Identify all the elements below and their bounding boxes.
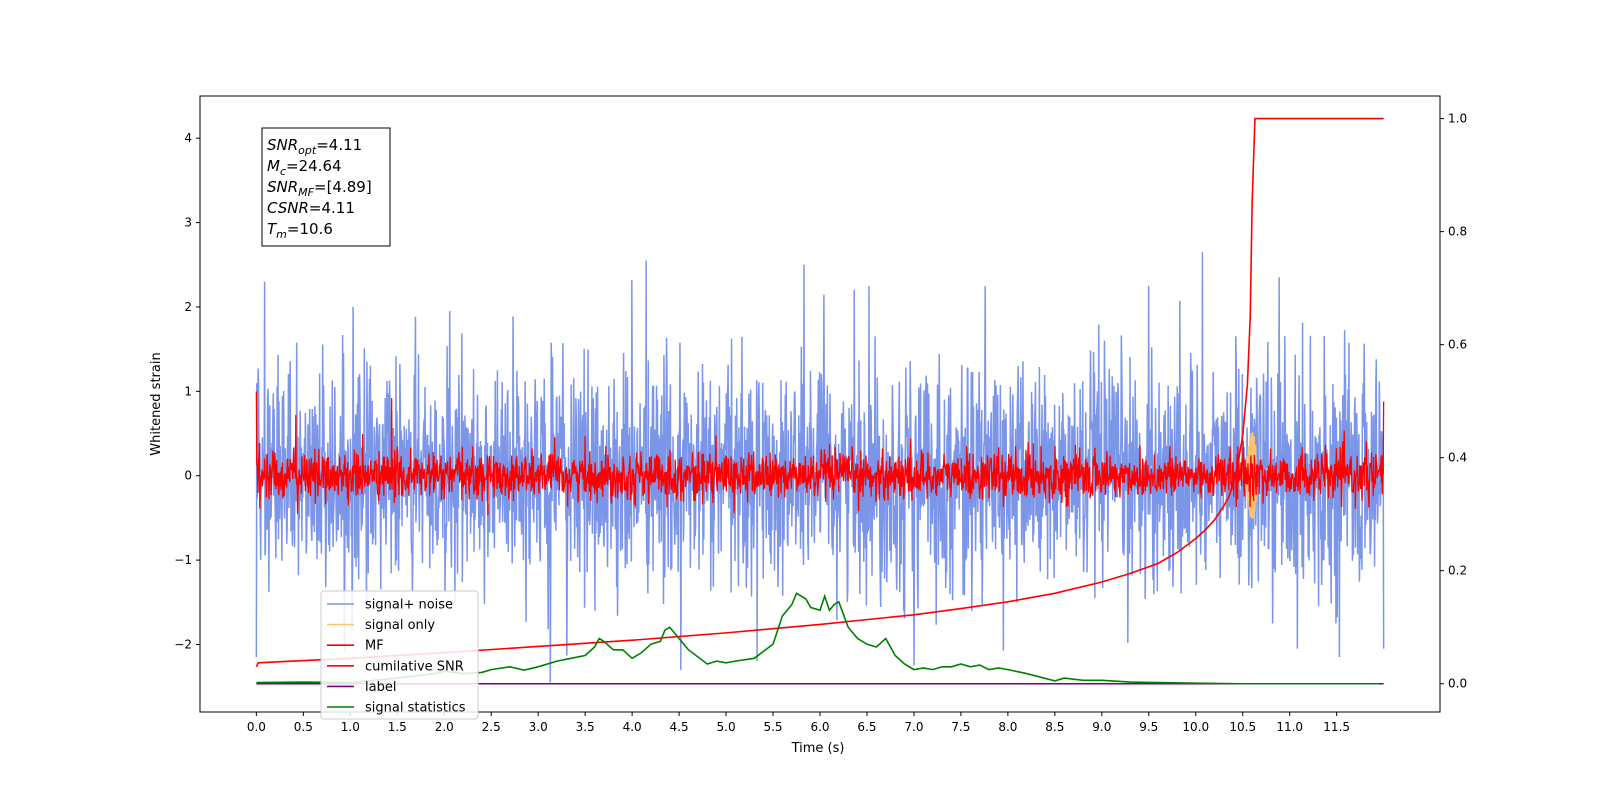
legend-label: label <box>365 680 396 695</box>
series-layer <box>255 117 1385 685</box>
x-tick-label: 4.0 <box>623 720 642 734</box>
annotation-value: =10.6 <box>287 220 333 238</box>
x-tick-label: 8.5 <box>1045 720 1064 734</box>
y-tick-label: −2 <box>174 637 192 651</box>
x-tick-label: 8.0 <box>998 720 1017 734</box>
x-axis-label: Time (s) <box>791 741 845 756</box>
annotation-name: SNR <box>267 178 298 196</box>
x-axis: 0.0 0.5 1.0 1.5 2.0 2.5 3.0 3.5 4.0 4.5 5.0 5.5 6.0 6… <box>247 712 1350 734</box>
x-tick-label: 3.5 <box>576 720 595 734</box>
x-tick-label: 9.5 <box>1139 720 1158 734</box>
legend-label: signal+ noise <box>365 598 453 613</box>
annotation-subscript: MF <box>298 186 314 199</box>
x-tick-label: 3.0 <box>529 720 548 734</box>
x-tick-label: 11.0 <box>1276 720 1303 734</box>
x-tick-label: 7.0 <box>904 720 923 734</box>
annotation-value: =4.11 <box>309 199 355 217</box>
annotation-value: =4.11 <box>316 136 362 154</box>
annotation-line: Mc=24.64 <box>267 157 342 178</box>
y-axis-label: Whitened strain <box>149 352 164 455</box>
annotation-name: T <box>267 220 278 238</box>
annotation-frame <box>261 127 391 247</box>
x-tick-label: 1.5 <box>388 720 407 734</box>
y-tick-label: 3 <box>184 216 192 230</box>
legend-label: signal only <box>365 618 435 633</box>
annotation-line: Tm=10.6 <box>267 220 333 241</box>
y-tick-label: 1 <box>184 384 192 398</box>
x-tick-label: 9.0 <box>1092 720 1111 734</box>
x-tick-label: 0.5 <box>294 720 313 734</box>
y-axis-left: −2 −1 0 1 2 3 4 <box>174 131 200 651</box>
x-tick-label: 6.0 <box>810 720 829 734</box>
annotation-value: =24.64 <box>286 157 342 175</box>
x-tick-label: 4.5 <box>670 720 689 734</box>
y-tick-label: 2 <box>184 300 192 314</box>
series-line-2 <box>255 391 1385 516</box>
y2-tick-label: 0.2 <box>1448 564 1467 578</box>
series-line-0 <box>255 252 1385 683</box>
annotation-subscript: m <box>276 228 287 241</box>
y2-tick-label: 0.4 <box>1448 451 1467 465</box>
annotation-name: M <box>267 157 280 175</box>
x-tick-label: 0.0 <box>247 720 266 734</box>
annotation-box: SNRopt=4.11Mc=24.64SNRMF=[4.89]CSNR=4.11… <box>261 127 391 247</box>
y-tick-label: 4 <box>184 131 192 145</box>
x-tick-label: 6.5 <box>857 720 876 734</box>
x-tick-label: 10.0 <box>1182 720 1209 734</box>
annotation-line: SNRopt=4.11 <box>267 136 362 157</box>
annotation-value: =[4.89] <box>314 178 372 196</box>
legend-frame <box>320 590 479 720</box>
y2-tick-label: 0.8 <box>1448 225 1467 239</box>
x-tick-label: 10.5 <box>1229 720 1256 734</box>
annotation-name: SNR <box>267 136 298 154</box>
x-tick-label: 2.5 <box>482 720 501 734</box>
legend-label: signal statistics <box>365 701 466 716</box>
x-tick-label: 5.5 <box>763 720 782 734</box>
y2-tick-label: 1.0 <box>1448 112 1467 126</box>
legend-label: MF <box>365 639 384 654</box>
annotation-subscript: c <box>280 165 286 178</box>
y-axis-right: 0.0 0.2 0.4 0.6 0.8 1.0 <box>1440 112 1467 691</box>
series-line-5 <box>256 592 1379 685</box>
legend-label: cumilative SNR <box>365 659 464 674</box>
y2-tick-label: 0.6 <box>1448 338 1467 352</box>
y-tick-label: −1 <box>174 553 192 567</box>
series-line-3 <box>255 117 1384 668</box>
legend: signal+ noise signal only MF cumilative SNR… <box>320 590 479 720</box>
y-tick-label: 0 <box>184 469 192 483</box>
x-tick-label: 7.5 <box>951 720 970 734</box>
annotation-subscript: opt <box>298 144 317 157</box>
x-tick-label: 11.5 <box>1323 720 1350 734</box>
annotation-line: SNRMF=[4.89] <box>267 178 372 199</box>
x-tick-label: 1.0 <box>341 720 360 734</box>
x-tick-label: 5.0 <box>717 720 736 734</box>
annotation-line: CSNR=4.11 <box>267 199 355 217</box>
x-tick-label: 2.0 <box>435 720 454 734</box>
y2-tick-label: 0.0 <box>1448 677 1467 691</box>
annotation-name: CSNR <box>267 199 309 217</box>
